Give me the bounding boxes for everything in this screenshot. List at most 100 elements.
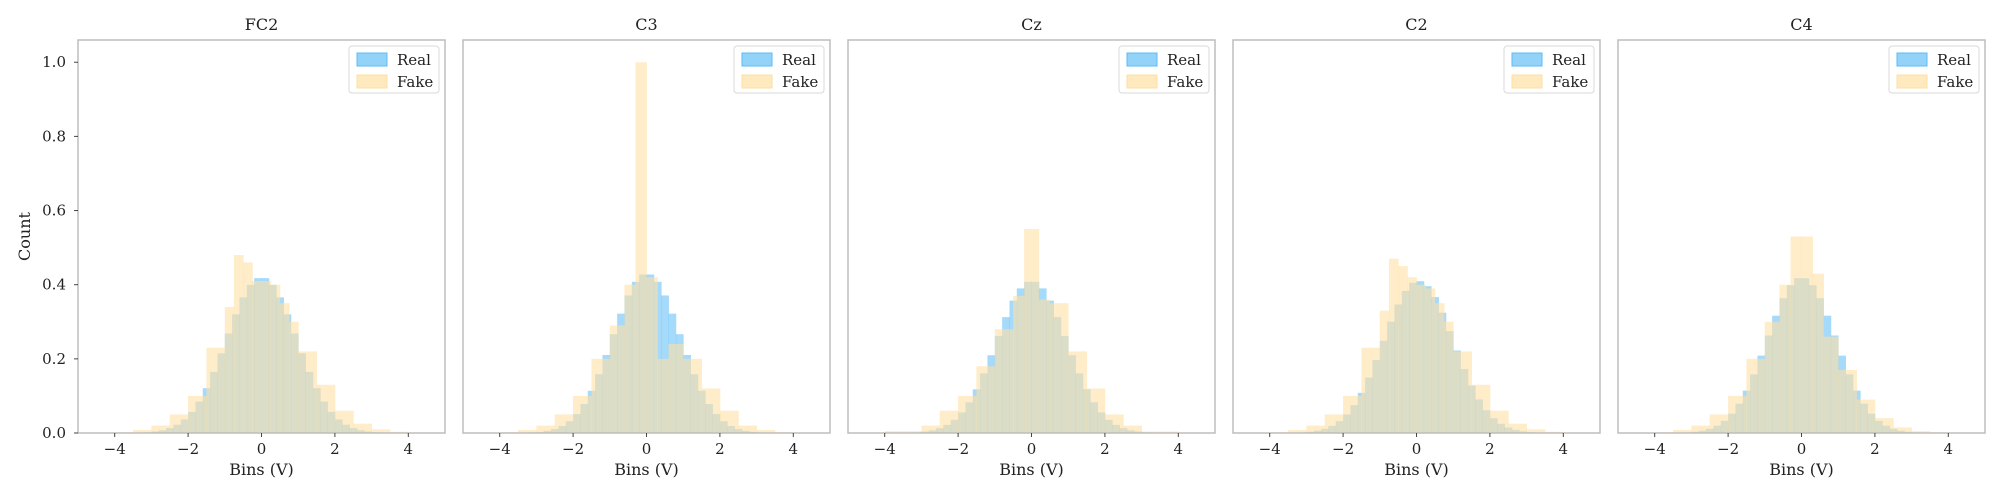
fake-bar xyxy=(1779,284,1791,433)
fake-bar xyxy=(1013,295,1025,433)
x-tick-label: 0 xyxy=(642,440,652,458)
y-tick-label: 0.0 xyxy=(42,424,66,442)
fake-bar xyxy=(573,395,592,433)
fake-bar xyxy=(958,395,977,433)
legend-label-fake: Fake xyxy=(782,73,818,91)
x-tick-label: 4 xyxy=(1944,440,1954,458)
fake-bar xyxy=(719,410,739,433)
y-tick-label: 0.2 xyxy=(42,350,66,368)
fake-bar xyxy=(668,344,684,433)
fake-bar xyxy=(1801,236,1813,433)
fake-bar xyxy=(206,347,226,433)
x-tick-label: −4 xyxy=(489,440,511,458)
fake-histogram xyxy=(1654,236,1949,433)
fake-bar xyxy=(1049,303,1069,433)
fake-bar xyxy=(1471,384,1491,433)
legend-label-fake: Fake xyxy=(1937,73,1973,91)
x-tick-label: 4 xyxy=(1174,440,1184,458)
x-tick-label: 2 xyxy=(1100,440,1110,458)
legend: Real Fake xyxy=(1888,45,1980,94)
panel-c4: C4 −4 −2 0 2 4 Bins (V) Real Fake xyxy=(1617,15,1986,479)
x-axis-label: Bins (V) xyxy=(614,460,679,479)
fake-bar xyxy=(270,284,281,433)
fake-bar xyxy=(1361,347,1381,433)
fake-bar xyxy=(518,430,537,433)
fake-bar xyxy=(554,414,574,433)
fake-bar xyxy=(1764,321,1780,433)
x-tick-label: −2 xyxy=(1717,440,1739,458)
x-tick-label: 0 xyxy=(257,440,267,458)
fake-bar xyxy=(289,321,299,433)
fake-bar xyxy=(1673,430,1692,433)
x-tick-label: 2 xyxy=(1485,440,1495,458)
legend: Real Fake xyxy=(733,45,825,94)
x-axis-label: Bins (V) xyxy=(999,460,1064,479)
fake-histogram xyxy=(1269,258,1564,433)
fake-bar xyxy=(1812,273,1824,433)
fake-bar xyxy=(1425,288,1436,433)
x-tick-label: −4 xyxy=(104,440,126,458)
x-axis-label: Bins (V) xyxy=(229,460,294,479)
y-axis-label: Count xyxy=(15,211,34,260)
fake-bar xyxy=(1453,351,1472,433)
fake-bar xyxy=(1288,430,1307,433)
fake-bar xyxy=(169,414,189,433)
x-tick-label: −2 xyxy=(177,440,199,458)
legend-swatch-real xyxy=(1511,52,1543,67)
panel-title: Cz xyxy=(1021,15,1042,34)
fake-histogram xyxy=(114,255,409,433)
fake-histogram xyxy=(499,62,794,433)
fake-bar xyxy=(334,410,354,433)
legend-label-real: Real xyxy=(782,51,816,69)
fake-bar xyxy=(188,395,207,433)
legend-label-fake: Fake xyxy=(1552,73,1588,91)
fake-bar xyxy=(738,425,757,433)
legend-swatch-fake xyxy=(741,74,773,89)
fake-bar xyxy=(1024,229,1040,433)
y-tick-label: 0.6 xyxy=(42,202,66,220)
x-tick-label: 0 xyxy=(1027,440,1037,458)
fake-bar xyxy=(921,425,941,433)
x-axis-label: Bins (V) xyxy=(1769,460,1834,479)
fake-bar xyxy=(1856,399,1876,433)
x-tick-label: −4 xyxy=(1259,440,1281,458)
fake-bar xyxy=(657,358,669,433)
legend-label-fake: Fake xyxy=(1167,73,1203,91)
legend-swatch-fake xyxy=(1511,74,1543,89)
legend: Real Fake xyxy=(348,45,440,94)
x-tick-label: −2 xyxy=(947,440,969,458)
fake-bar xyxy=(224,306,235,433)
fake-bar xyxy=(261,280,272,433)
fake-bar xyxy=(624,284,636,433)
fake-bar xyxy=(1444,321,1454,433)
legend: Real Fake xyxy=(1118,45,1210,94)
fake-bar xyxy=(1104,414,1124,433)
fake-bar xyxy=(1123,425,1142,433)
fake-histogram xyxy=(884,229,1179,433)
fake-bar xyxy=(1306,425,1326,433)
legend-swatch-fake xyxy=(1126,74,1158,89)
fake-bar xyxy=(683,358,702,433)
panel-cz: Cz −4 −2 0 2 4 Bins (V) Real Fake xyxy=(847,15,1216,479)
legend-label-real: Real xyxy=(1552,51,1586,69)
fake-bar xyxy=(1068,351,1087,433)
x-tick-label: 2 xyxy=(1870,440,1880,458)
fake-bar xyxy=(1407,277,1417,433)
fake-bar xyxy=(252,280,262,433)
x-tick-label: 4 xyxy=(404,440,414,458)
panel-title: C2 xyxy=(1405,15,1427,34)
legend-swatch-real xyxy=(1126,52,1158,67)
x-tick-label: 0 xyxy=(1412,440,1422,458)
legend-swatch-real xyxy=(356,52,388,67)
legend: Real Fake xyxy=(1503,45,1595,94)
fake-bar xyxy=(1489,410,1509,433)
fake-bar xyxy=(884,431,922,433)
legend-swatch-real xyxy=(1896,52,1928,67)
x-tick-label: 0 xyxy=(1797,440,1807,458)
legend-swatch-fake xyxy=(1896,74,1928,89)
x-axis-label: Bins (V) xyxy=(1384,460,1449,479)
fake-bar xyxy=(701,388,721,433)
fake-bar xyxy=(1086,388,1106,433)
legend-label-fake: Fake xyxy=(397,73,433,91)
